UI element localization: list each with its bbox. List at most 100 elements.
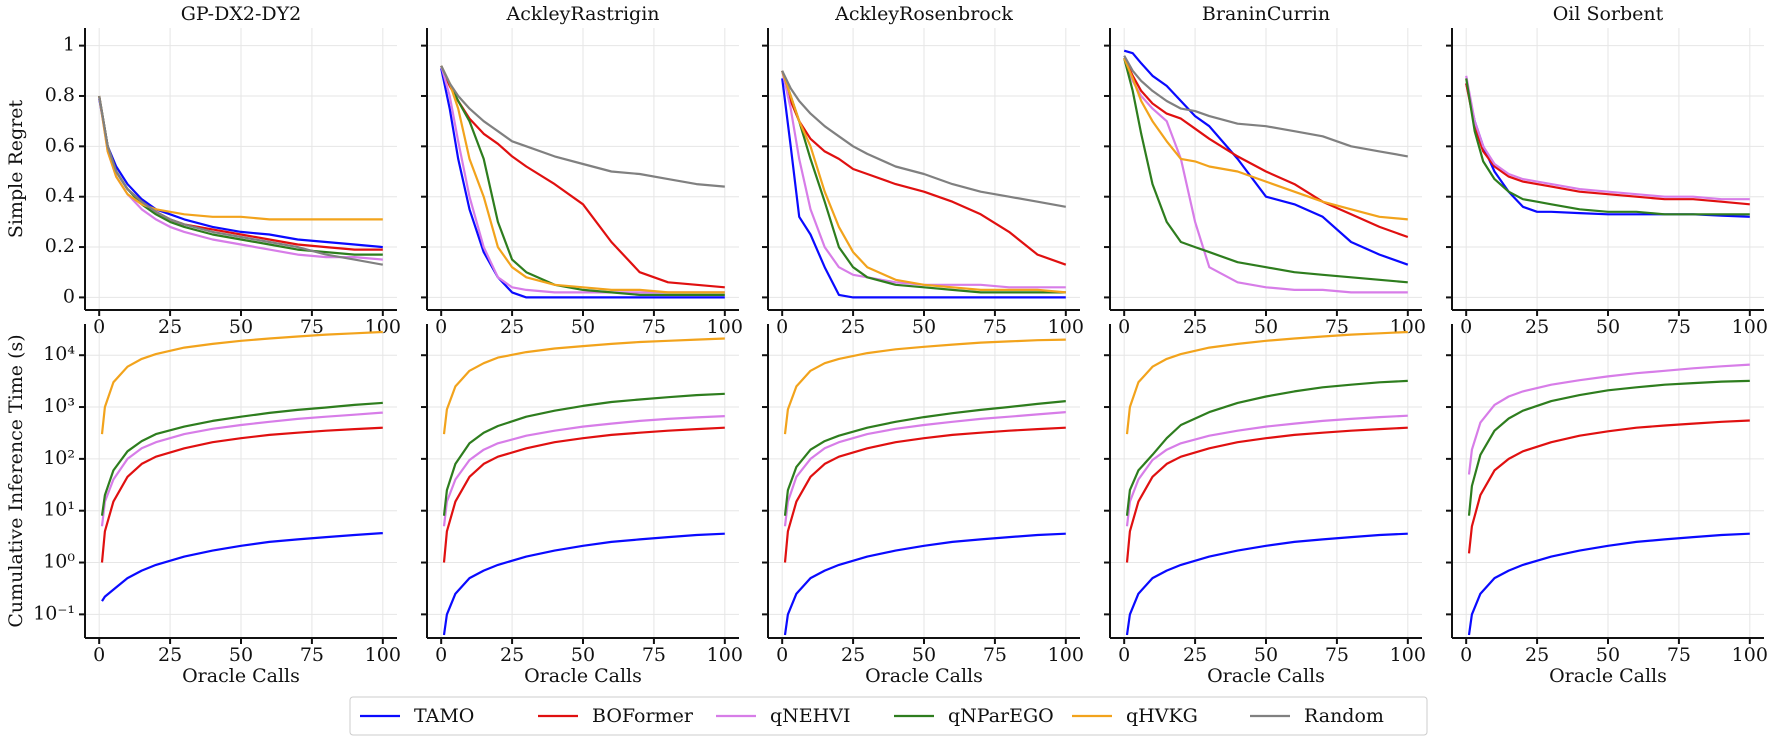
series-line (98, 95, 383, 266)
series-line (1465, 75, 1750, 201)
x-tick-label: 50 (1254, 644, 1278, 666)
series-line (781, 78, 1066, 299)
series-line (1125, 532, 1408, 636)
x-axis-label: Oracle Calls (865, 665, 983, 687)
series-line (783, 532, 1066, 636)
panel-title: AckleyRastrigin (505, 3, 659, 25)
x-tick-label: 75 (300, 644, 324, 666)
y-tick-label: 0 (63, 285, 75, 307)
x-tick-label: 25 (1525, 644, 1549, 666)
series-line (1125, 414, 1408, 527)
y-tick-label: 0.4 (45, 185, 75, 207)
x-tick-label: 50 (912, 644, 936, 666)
series-line (440, 65, 725, 188)
series-line (98, 95, 383, 221)
series-line (1125, 379, 1408, 516)
x-tick-label: 25 (500, 644, 524, 666)
series-line (783, 411, 1066, 527)
x-tick-label: 0 (435, 644, 447, 666)
x-tick-label: 25 (841, 644, 865, 666)
y-tick-label: 10¹ (43, 499, 75, 521)
series-line (101, 532, 383, 602)
series-line (1123, 57, 1408, 284)
y-tick-label: 1 (63, 34, 75, 56)
x-tick-label: 50 (571, 644, 595, 666)
series-line (1123, 57, 1408, 294)
panel-title: Oil Sorbent (1553, 3, 1664, 25)
y-tick-label: 0.6 (45, 134, 75, 156)
series-line (1123, 57, 1409, 239)
series-line (440, 65, 725, 294)
x-tick-label: 100 (1390, 644, 1426, 666)
x-tick-label: 50 (229, 644, 253, 666)
series-line (1467, 532, 1750, 636)
series-line (1467, 379, 1750, 516)
x-tick-label: 75 (642, 644, 666, 666)
series-line (442, 337, 725, 435)
y-tick-label: 10² (43, 447, 75, 469)
series-line (442, 532, 725, 636)
x-axis-label: Oracle Calls (1549, 665, 1667, 687)
series-line (1467, 419, 1750, 554)
series-line (1123, 55, 1408, 158)
series-line (440, 65, 725, 296)
series-line (100, 330, 383, 435)
y-tick-label: 10⁰ (43, 551, 75, 573)
legend-label: TAMO (414, 705, 474, 727)
x-tick-label: 0 (776, 644, 788, 666)
legend-label: qNParEGO (948, 705, 1054, 727)
series-line (100, 426, 383, 563)
series-line (442, 392, 725, 516)
x-tick-label: 75 (1325, 644, 1349, 666)
x-tick-label: 0 (93, 644, 105, 666)
x-tick-label: 100 (707, 644, 743, 666)
series-line (1465, 78, 1750, 216)
y-tick-label: 10⁴ (43, 343, 75, 365)
x-axis-label: Oracle Calls (182, 665, 300, 687)
series-line (1123, 57, 1408, 221)
y-tick-label: 10⁻¹ (33, 602, 75, 624)
panel-title: BraninCurrin (1202, 3, 1330, 25)
y-tick-label: 0.8 (45, 84, 75, 106)
series-line (440, 68, 725, 299)
series-line (781, 70, 1066, 294)
series-line (100, 411, 383, 527)
series-line (783, 426, 1066, 563)
x-tick-label: 25 (158, 644, 182, 666)
legend-box (349, 696, 1428, 736)
series-line (1465, 83, 1750, 206)
series-line (1125, 330, 1408, 435)
x-tick-label: 100 (365, 644, 401, 666)
legend-label: Random (1304, 705, 1384, 727)
x-axis-label: Oracle Calls (524, 665, 642, 687)
x-tick-label: 25 (1183, 644, 1207, 666)
x-axis-label: Oracle Calls (1207, 665, 1325, 687)
x-tick-label: 0 (1118, 644, 1130, 666)
y-axis-label: Simple Regret (5, 99, 27, 238)
series-line (1467, 363, 1750, 475)
panel-title: AckleyRosenbrock (834, 3, 1013, 25)
x-tick-label: 0 (1460, 644, 1472, 666)
series-line (783, 400, 1066, 516)
legend-label: BOFormer (592, 705, 694, 727)
series-line (783, 338, 1066, 435)
series-line (1125, 426, 1408, 563)
series-line (100, 401, 383, 516)
y-tick-label: 0.2 (45, 235, 75, 257)
legend-label: qNEHVI (770, 705, 850, 727)
series-line (442, 415, 725, 527)
series-line (98, 98, 383, 249)
x-tick-label: 75 (1667, 644, 1691, 666)
x-tick-label: 75 (983, 644, 1007, 666)
series-line (1123, 49, 1409, 266)
x-tick-label: 100 (1048, 644, 1084, 666)
series-line (781, 70, 1066, 294)
y-tick-label: 10³ (43, 395, 75, 417)
x-tick-label: 50 (1596, 644, 1620, 666)
x-tick-label: 100 (1732, 644, 1768, 666)
series-line (442, 426, 725, 563)
panel-title: GP-DX2-DY2 (181, 3, 301, 25)
y-axis-label: Cumulative Inference Time (s) (5, 334, 27, 627)
series-line (781, 70, 1066, 208)
